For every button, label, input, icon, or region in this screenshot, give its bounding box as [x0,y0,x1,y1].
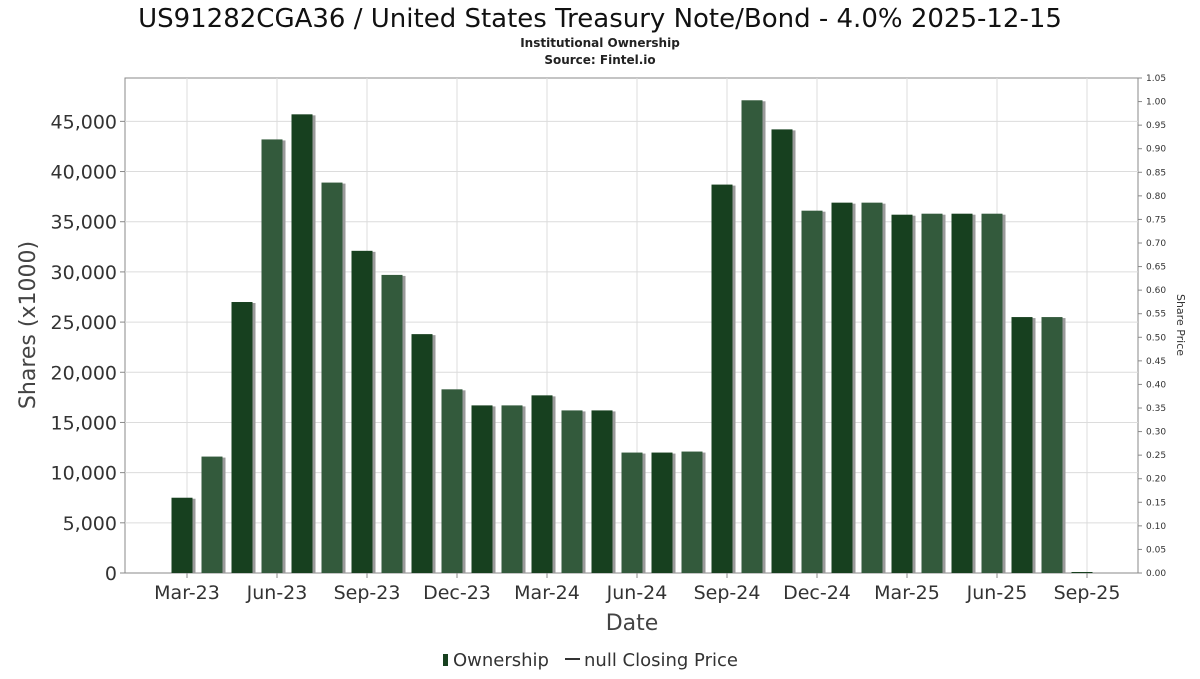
x-tick-label: Jun-23 [246,582,308,604]
x-axis-label: Date [606,611,659,636]
ownership-bar [712,185,733,573]
ownership-bar [352,251,373,573]
x-tick-label: Sep-25 [1054,582,1121,604]
ownership-bar [592,410,613,573]
y2-tick-label: 1.05 [1146,74,1166,84]
y2-tick-label: 0.40 [1146,380,1166,390]
y2-tick-label: 0.35 [1146,404,1166,414]
x-tick-label: Dec-23 [423,582,491,604]
ownership-bar [682,452,703,573]
y-tick-label: 45,000 [51,111,117,133]
chart-source: Source: Fintel.io [544,53,655,67]
ownership-bar [862,203,883,573]
ownership-bar [502,405,523,573]
y2-tick-label: 1.00 [1146,98,1166,108]
y-tick-label: 25,000 [51,312,117,334]
y2-tick-label: 0.95 [1146,121,1166,131]
y2-tick-label: 0.15 [1146,498,1166,508]
ownership-bar [562,410,583,573]
y2-tick-label: 0.30 [1146,428,1166,438]
x-tick-label: Jun-24 [606,582,668,604]
x-tick-label: Mar-23 [154,582,220,604]
ownership-bar [442,389,463,573]
y2-tick-label: 0.60 [1146,286,1166,296]
ownership-bar [1012,317,1033,573]
y-tick-label: 5,000 [63,513,117,535]
ownership-bar [952,214,973,573]
ownership-bar [292,114,313,573]
ownership-bar [232,302,253,573]
legend-ownership-swatch [443,654,448,666]
y-tick-label: 30,000 [51,262,117,284]
ownership-bar [832,203,853,573]
y2-tick-label: 0.70 [1146,239,1166,249]
y-axis-right: 0.00 0.05 0.10 0.15 0.20 0.25 0.30 0.35 0.40 0.45… [1138,74,1166,579]
ownership-bar [172,498,193,573]
y2-tick-label: 0.25 [1146,451,1166,461]
y-axis-left: 0 5,000 10,000 15,000 20,000 25,000 30,000 35,0… [51,111,125,585]
ownership-bar [532,395,553,573]
y-tick-label: 35,000 [51,212,117,234]
legend: Ownership null Closing Price [443,650,738,671]
ownership-bar [472,405,493,573]
y-tick-label: 10,000 [51,463,117,485]
ownership-bar [202,457,223,573]
legend-price-label: null Closing Price [584,650,738,671]
ownership-bar [622,453,643,573]
y2-tick-label: 0.75 [1146,215,1166,225]
y-axis-label: Shares (x1000) [16,241,41,409]
ownership-bar [322,183,343,573]
ownership-bar [382,275,403,573]
y-tick-label: 40,000 [51,162,117,184]
y-tick-label: 20,000 [51,362,117,384]
ownership-bar [922,214,943,573]
x-tick-label: Sep-24 [694,582,761,604]
y2-tick-label: 0.45 [1146,357,1166,367]
ownership-bar [262,139,283,573]
legend-ownership-label: Ownership [453,650,549,671]
y2-axis-label: Share Price [1174,294,1187,356]
y2-tick-label: 0.50 [1146,333,1166,343]
x-tick-label: Mar-25 [874,582,940,604]
y2-tick-label: 0.10 [1146,522,1166,532]
ownership-bar [412,334,433,573]
y2-tick-label: 0.20 [1146,475,1166,485]
ownership-bar [982,214,1003,573]
x-tick-label: Jun-25 [966,582,1028,604]
ownership-bar [652,453,673,573]
y2-tick-label: 0.05 [1146,545,1166,555]
ownership-bar [1042,317,1063,573]
y-tick-label: 0 [105,563,117,585]
chart-subtitle: Institutional Ownership [520,36,680,50]
y2-tick-label: 0.90 [1146,145,1166,155]
x-tick-label: Dec-24 [783,582,851,604]
y-tick-label: 15,000 [51,412,117,434]
y2-tick-label: 0.85 [1146,168,1166,178]
y2-tick-label: 0.80 [1146,192,1166,202]
y2-tick-label: 0.00 [1146,569,1166,579]
ownership-bar [802,211,823,573]
x-tick-label: Sep-23 [334,582,401,604]
ownership-bar [742,100,763,573]
y2-tick-label: 0.65 [1146,263,1166,273]
ownership-bar [892,215,913,573]
chart-title: US91282CGA36 / United States Treasury No… [138,4,1062,34]
ownership-bar [1072,572,1093,573]
y2-tick-label: 0.55 [1146,310,1166,320]
x-tick-label: Mar-24 [514,582,580,604]
x-axis: Mar-23 Jun-23 Sep-23 Dec-23 Mar-24 Jun-24 Sep-… [154,573,1120,604]
ownership-bar [772,129,793,573]
